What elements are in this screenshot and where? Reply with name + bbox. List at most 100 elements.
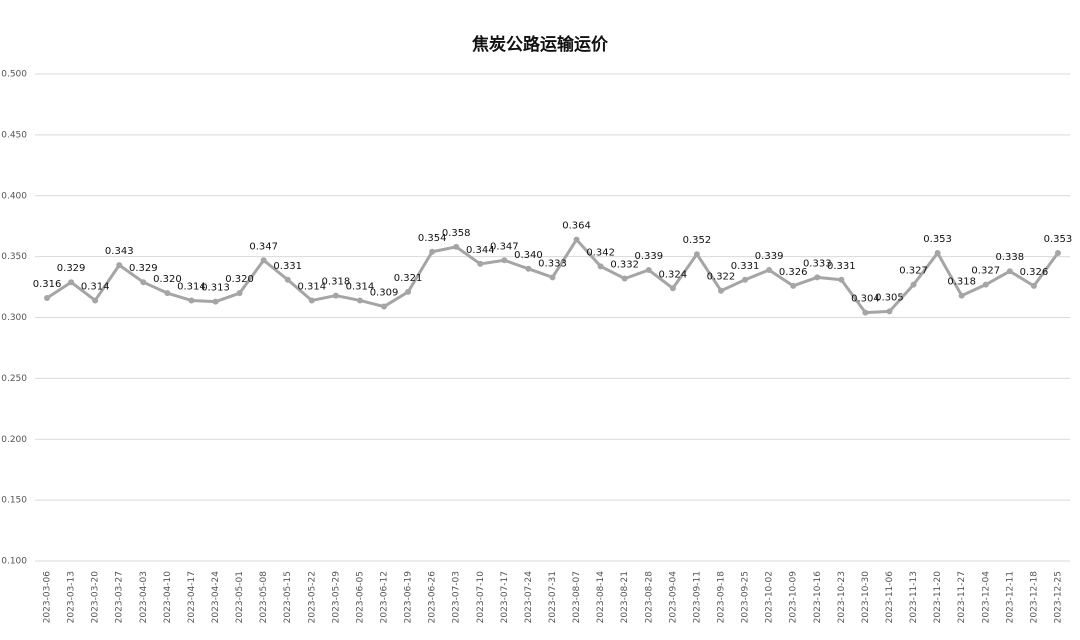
point — [549, 274, 556, 281]
point — [621, 275, 628, 282]
x-tick-label: 2023-07-10 — [476, 571, 486, 624]
x-tick-label: 2023-08-07 — [572, 571, 582, 623]
x-tick-label: 2023-11-06 — [885, 571, 895, 624]
value-label: 0.339 — [755, 251, 784, 262]
point — [429, 248, 436, 255]
x-tick-label: 2023-05-15 — [283, 571, 293, 623]
point — [958, 292, 965, 299]
point — [68, 279, 75, 286]
x-tick-label: 2023-03-20 — [91, 571, 101, 624]
value-label: 0.320 — [153, 274, 182, 285]
x-tick-label: 2023-09-18 — [716, 571, 726, 624]
point — [910, 281, 917, 288]
value-label: 0.353 — [923, 234, 952, 245]
point — [212, 298, 219, 305]
value-label: 0.318 — [947, 277, 976, 288]
value-label: 0.326 — [779, 267, 808, 278]
y-tick-label: 0.400 — [1, 191, 27, 201]
x-tick-label: 2023-06-12 — [380, 571, 390, 623]
value-label: 0.331 — [827, 261, 856, 272]
x-tick-label: 2023-08-28 — [644, 571, 654, 624]
x-tick-label: 2023-07-17 — [500, 571, 510, 623]
value-label: 0.332 — [610, 260, 639, 271]
point — [766, 267, 773, 274]
value-label: 0.358 — [442, 228, 471, 239]
x-tick-label: 2023-04-10 — [163, 571, 173, 624]
x-tick-label: 2023-11-20 — [933, 571, 943, 624]
y-tick-label: 0.500 — [1, 70, 27, 80]
point — [862, 309, 869, 316]
y-tick-label: 0.300 — [1, 313, 27, 323]
point — [92, 297, 99, 304]
x-tick-label: 2023-08-21 — [620, 571, 630, 623]
value-label: 0.327 — [899, 266, 928, 277]
y-tick-label: 0.150 — [1, 496, 27, 506]
x-tick-label: 2023-06-19 — [404, 571, 414, 624]
x-tick-label: 2023-11-13 — [909, 571, 919, 623]
x-tick-label: 2023-05-29 — [331, 571, 341, 624]
point — [164, 290, 171, 297]
value-label: 0.321 — [394, 273, 423, 284]
point — [934, 249, 941, 256]
point — [453, 243, 460, 250]
value-label: 0.342 — [586, 247, 615, 258]
x-tick-label: 2023-05-01 — [235, 571, 245, 623]
point — [790, 282, 797, 289]
y-tick-label: 0.200 — [1, 435, 27, 445]
y-tick-label: 0.100 — [1, 557, 27, 567]
x-tick-label: 2023-03-06 — [43, 571, 53, 624]
point — [332, 292, 339, 299]
x-tick-label: 2023-12-11 — [1005, 571, 1015, 623]
value-label: 0.364 — [562, 221, 591, 232]
x-tick-label: 2023-04-17 — [187, 571, 197, 623]
point — [405, 288, 412, 295]
x-tick-label: 2023-12-18 — [1029, 571, 1039, 624]
chart-title: 焦炭公路运输运价 — [471, 34, 609, 55]
x-tick-label: 2023-10-23 — [837, 571, 847, 623]
value-label: 0.331 — [273, 261, 302, 272]
point — [814, 274, 821, 281]
x-tick-label: 2023-09-04 — [668, 571, 678, 624]
point — [236, 290, 243, 297]
point — [838, 276, 845, 283]
point — [982, 281, 989, 288]
value-label: 0.316 — [33, 279, 62, 290]
x-tick-label: 2023-04-03 — [139, 571, 149, 623]
point — [1006, 268, 1013, 275]
point — [44, 295, 51, 302]
value-label: 0.344 — [466, 245, 495, 256]
x-tick-label: 2023-10-02 — [765, 571, 775, 623]
value-label: 0.352 — [683, 235, 712, 246]
point — [140, 279, 147, 286]
y-tick-label: 0.350 — [1, 252, 27, 262]
x-tick-label: 2023-12-25 — [1053, 571, 1063, 623]
value-label: 0.329 — [57, 263, 86, 274]
x-tick-label: 2023-10-09 — [789, 571, 799, 624]
x-tick-label: 2023-07-24 — [524, 571, 534, 624]
value-label: 0.340 — [514, 250, 543, 261]
x-tick-label: 2023-07-03 — [452, 571, 462, 623]
value-label: 0.324 — [659, 269, 688, 280]
x-tick-label: 2023-06-26 — [428, 571, 438, 624]
value-label: 0.326 — [1020, 267, 1049, 278]
point — [669, 285, 676, 292]
value-label: 0.331 — [731, 261, 760, 272]
x-tick-label: 2023-12-04 — [981, 571, 991, 624]
x-tick-label: 2023-09-11 — [692, 571, 702, 623]
point — [501, 257, 508, 264]
point — [381, 303, 388, 310]
value-label: 0.353 — [1044, 234, 1073, 245]
point — [525, 265, 532, 272]
x-tick-label: 2023-11-27 — [957, 571, 967, 623]
value-label: 0.339 — [634, 251, 663, 262]
value-label: 0.314 — [81, 281, 110, 292]
value-label: 0.305 — [875, 292, 904, 303]
value-label: 0.322 — [707, 272, 736, 283]
y-tick-label: 0.250 — [1, 374, 27, 384]
point — [188, 297, 195, 304]
x-tick-label: 2023-07-31 — [548, 571, 558, 623]
value-label: 0.314 — [346, 281, 375, 292]
point — [260, 257, 267, 264]
point — [597, 263, 604, 270]
